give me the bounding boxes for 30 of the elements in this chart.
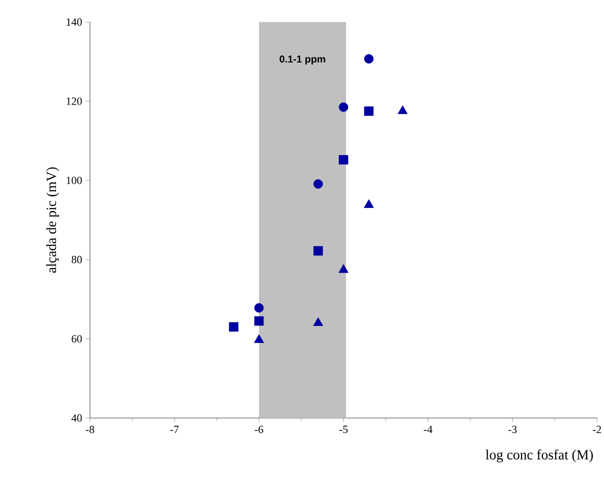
point	[313, 179, 323, 189]
point	[364, 199, 374, 208]
point	[254, 334, 264, 343]
y-tick-label: 120	[66, 98, 82, 105]
x-tick-label: -3	[508, 426, 517, 434]
y-tick-label: 100	[66, 176, 82, 184]
point	[228, 322, 238, 332]
point	[364, 106, 374, 116]
x-tick-label: -6	[254, 426, 264, 434]
x-tick-label: -2	[592, 426, 601, 434]
x-axis-title: log conc fosfat (M)	[486, 450, 593, 462]
point	[254, 316, 264, 326]
point	[364, 54, 374, 64]
point	[313, 317, 324, 326]
point	[313, 246, 323, 256]
point	[398, 105, 408, 114]
y-axis-title: alçada de pic (mV)	[46, 167, 59, 273]
point	[338, 155, 348, 165]
point	[338, 264, 348, 273]
band-label: 0.1-1 ppm	[280, 56, 326, 65]
point	[338, 102, 348, 112]
point	[254, 303, 264, 313]
y-tick-label: 140	[66, 18, 82, 26]
y-tick-label: 60	[72, 335, 82, 342]
x-tick-label: -5	[339, 426, 348, 434]
x-tick-label: -8	[86, 426, 94, 434]
x-tick-label: -7	[170, 426, 179, 433]
y-tick-label: 80	[72, 256, 82, 264]
y-tick-label: 40	[71, 414, 82, 422]
x-tick-label: -4	[424, 426, 432, 433]
